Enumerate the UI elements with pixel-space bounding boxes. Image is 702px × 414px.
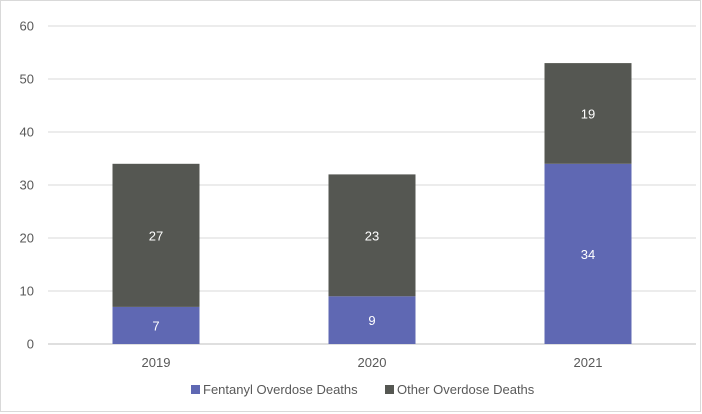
bar-fentanyl-2019[interactable] [112, 306, 200, 344]
bar-other-2019[interactable] [112, 163, 200, 307]
y-tick-label: 60 [20, 19, 34, 34]
data-label: 9 [368, 313, 375, 328]
data-label: 23 [365, 228, 379, 243]
bar-other-2020[interactable] [328, 174, 416, 297]
y-tick-label: 50 [20, 72, 34, 87]
bar-fentanyl-2020[interactable] [328, 296, 416, 344]
legend-swatch-other [385, 385, 394, 394]
bar-fentanyl-2021[interactable] [544, 163, 632, 344]
legend-label-other: Other Overdose Deaths [397, 382, 535, 397]
x-tick-label: 2021 [574, 355, 603, 370]
legend-label-fentanyl: Fentanyl Overdose Deaths [203, 382, 358, 397]
y-tick-label: 30 [20, 178, 34, 193]
x-tick-label: 2020 [358, 355, 387, 370]
x-tick-label: 2019 [142, 355, 171, 370]
legend-swatch-fentanyl [191, 385, 200, 394]
data-label: 19 [581, 106, 595, 121]
data-label: 7 [152, 318, 159, 333]
data-label: 34 [581, 247, 595, 262]
data-label: 27 [149, 228, 163, 243]
y-tick-label: 20 [20, 231, 34, 246]
y-tick-label: 40 [20, 125, 34, 140]
bar-other-2021[interactable] [544, 63, 632, 164]
y-tick-label: 0 [27, 337, 34, 352]
y-tick-label: 10 [20, 284, 34, 299]
